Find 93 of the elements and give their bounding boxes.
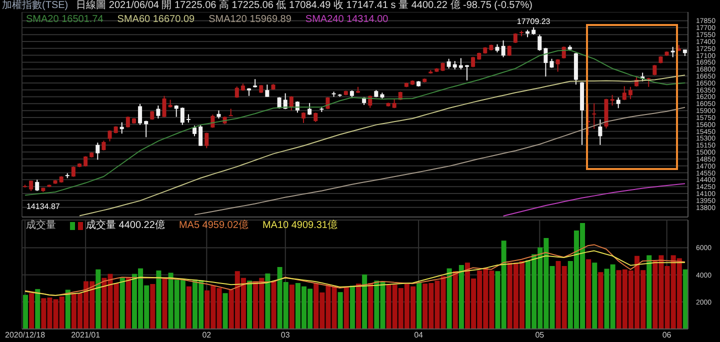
candlestick <box>234 86 239 98</box>
candlestick <box>289 96 294 111</box>
bar <box>592 262 598 329</box>
text: MA10 4909.31億 <box>262 220 338 231</box>
candlestick <box>446 58 451 69</box>
bar <box>247 280 252 329</box>
candlestick <box>144 120 148 138</box>
candlestick <box>138 103 142 126</box>
candlestick <box>538 34 542 52</box>
candlestick <box>174 104 178 118</box>
text: SMA20 16501.74 <box>26 14 104 25</box>
candlestick <box>84 156 88 168</box>
bar <box>126 277 131 329</box>
annotation: 14134.87 <box>26 202 60 211</box>
candlestick <box>314 112 318 123</box>
candlestick <box>458 58 463 70</box>
candlestick <box>102 140 106 151</box>
candlestick <box>616 97 620 109</box>
text: SMA120 15969.89 <box>208 14 292 25</box>
x-tick-label: 05 <box>535 330 545 340</box>
bar <box>35 289 40 329</box>
candlestick <box>277 96 282 109</box>
candlestick <box>550 58 554 68</box>
chart-title: 加權指數(TSE) <box>2 0 68 11</box>
line-series <box>194 106 686 216</box>
candlestick <box>198 124 203 146</box>
candlestick <box>670 46 675 58</box>
bar <box>271 281 276 329</box>
bar <box>598 272 604 329</box>
candlestick <box>507 45 512 56</box>
candlestick <box>622 86 626 101</box>
line-series <box>79 74 686 216</box>
bar <box>368 282 374 329</box>
x-tick-label: 06 <box>662 330 672 340</box>
bar <box>586 259 592 329</box>
bar <box>452 271 458 329</box>
candlestick <box>501 40 506 58</box>
candlestick <box>96 142 100 160</box>
candlestick <box>652 64 657 76</box>
bar <box>344 287 349 329</box>
legend-label: 成交量 4400.22億 <box>85 220 165 231</box>
bar <box>646 255 652 329</box>
text: SMA240 14314.00 <box>305 14 388 25</box>
chart-title: 成交量 <box>26 220 56 231</box>
x-tick-label: 03 <box>280 330 290 340</box>
candlestick <box>308 102 312 116</box>
text: MA5 4959.02億 <box>178 220 248 231</box>
candlestick <box>162 95 166 118</box>
candlestick <box>544 47 548 78</box>
x-tick-label: 2021/01 <box>71 330 101 340</box>
bar <box>356 284 361 329</box>
bar <box>162 278 168 329</box>
line-series <box>502 183 686 216</box>
x-tick-label: 04 <box>414 330 424 340</box>
bar <box>120 278 125 329</box>
candlestick <box>646 77 651 88</box>
candlestick <box>598 118 602 146</box>
bar <box>458 265 464 329</box>
bar <box>96 269 101 329</box>
candlestick <box>29 180 34 192</box>
bar <box>446 268 452 329</box>
bar <box>362 274 368 329</box>
bar <box>23 294 28 329</box>
candlestick <box>192 125 197 137</box>
bar <box>65 290 70 329</box>
bar <box>186 286 192 329</box>
bar <box>222 293 228 329</box>
candlestick <box>628 86 632 100</box>
candlestick <box>210 114 215 128</box>
line-series <box>24 50 686 196</box>
x-tick-label: 02 <box>202 330 212 340</box>
bar <box>289 284 294 329</box>
annotation: 17709.23 <box>516 17 551 26</box>
candlestick <box>156 105 160 119</box>
candlestick <box>180 107 184 126</box>
candlestick <box>610 94 614 106</box>
candlestick <box>265 84 270 98</box>
bar <box>416 282 422 329</box>
candlestick <box>556 58 560 72</box>
candlestick <box>592 102 596 130</box>
bar <box>265 273 270 329</box>
bar <box>350 286 355 329</box>
candlestick <box>126 116 130 128</box>
candlestick <box>204 132 209 149</box>
bar <box>150 284 156 329</box>
x-tick-label: 2020/12/18 <box>5 330 46 340</box>
bar <box>156 270 162 329</box>
candlestick <box>35 179 40 192</box>
candlestick <box>464 64 469 81</box>
bar <box>29 293 34 329</box>
text: SMA60 16670.09 <box>117 14 195 25</box>
candlestick <box>71 166 76 178</box>
bar <box>338 292 343 329</box>
